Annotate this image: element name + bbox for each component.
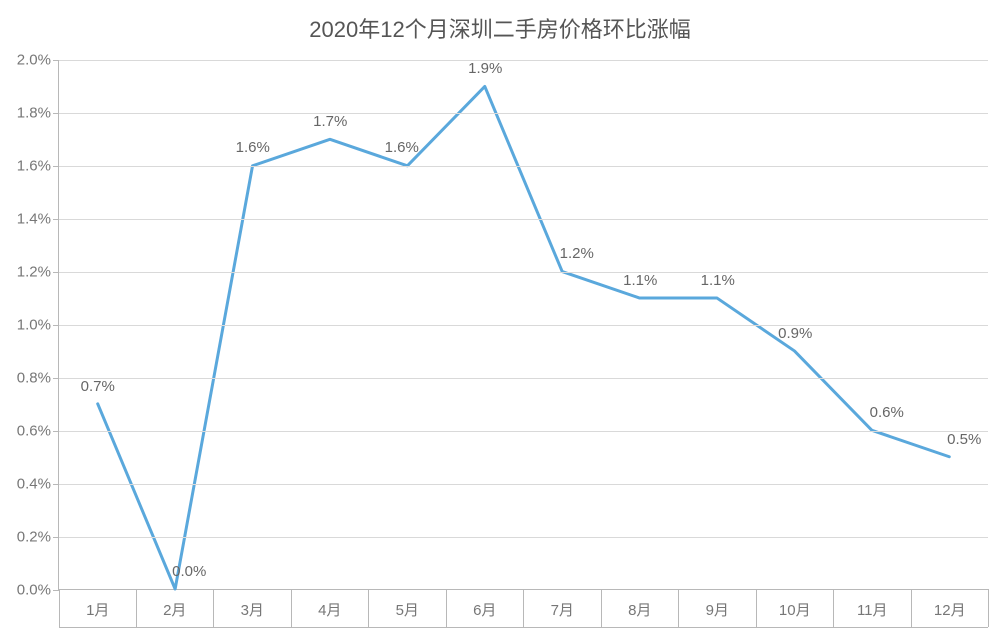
y-gridline: [59, 431, 988, 432]
x-axis-cell: 1月: [59, 589, 137, 627]
data-label: 1.2%: [560, 245, 594, 262]
data-label: 0.6%: [870, 404, 904, 421]
y-gridline: [59, 537, 988, 538]
data-label: 1.1%: [701, 272, 735, 289]
y-gridline: [59, 113, 988, 114]
x-tick-label: 5月: [369, 599, 446, 620]
x-axis-cell: 4月: [292, 589, 370, 627]
y-gridline: [59, 60, 988, 61]
x-tick-label: 4月: [292, 599, 369, 620]
y-tick-mark: [53, 272, 59, 273]
x-tick-label: 12月: [912, 599, 989, 620]
y-gridline: [59, 219, 988, 220]
y-tick-mark: [53, 431, 59, 432]
x-tick-label: 3月: [214, 599, 291, 620]
x-tick-label: 10月: [757, 599, 834, 620]
x-axis-cell: 7月: [524, 589, 602, 627]
chart-title: 2020年12个月深圳二手房价格环比涨幅: [0, 12, 1000, 44]
y-gridline: [59, 272, 988, 273]
data-label: 0.0%: [172, 563, 206, 580]
data-label: 0.5%: [947, 431, 981, 448]
y-tick-label: 1.6%: [17, 158, 51, 175]
y-tick-mark: [53, 166, 59, 167]
x-axis-cell: 9月: [679, 589, 757, 627]
x-axis-cell: 6月: [447, 589, 525, 627]
y-tick-mark: [53, 60, 59, 61]
x-axis-cell: 12月: [912, 589, 990, 627]
y-gridline: [59, 378, 988, 379]
y-tick-mark: [53, 219, 59, 220]
x-axis-cell: 3月: [214, 589, 292, 627]
y-tick-label: 0.8%: [17, 370, 51, 387]
x-axis-cell: 10月: [757, 589, 835, 627]
x-tick-label: 9月: [679, 599, 756, 620]
y-tick-mark: [53, 537, 59, 538]
x-axis-cell: 11月: [834, 589, 912, 627]
x-tick-label: 6月: [447, 599, 524, 620]
x-tick-label: 8月: [602, 599, 679, 620]
y-tick-label: 0.2%: [17, 529, 51, 546]
y-tick-label: 0.0%: [17, 582, 51, 599]
y-tick-mark: [53, 484, 59, 485]
y-tick-mark: [53, 325, 59, 326]
data-label: 1.9%: [468, 60, 502, 77]
y-tick-label: 1.2%: [17, 264, 51, 281]
x-axis-cell: 5月: [369, 589, 447, 627]
data-label: 1.7%: [313, 113, 347, 130]
x-tick-label: 11月: [834, 599, 911, 620]
y-tick-mark: [53, 113, 59, 114]
x-axis-cell: 2月: [137, 589, 215, 627]
y-gridline: [59, 484, 988, 485]
x-axis-cell: 8月: [602, 589, 680, 627]
series-line: [98, 86, 950, 589]
y-tick-mark: [53, 378, 59, 379]
y-tick-label: 2.0%: [17, 52, 51, 69]
y-tick-label: 0.6%: [17, 423, 51, 440]
x-tick-label: 2月: [137, 599, 214, 620]
data-label: 1.6%: [236, 139, 270, 156]
chart-container: 2020年12个月深圳二手房价格环比涨幅 0.0%0.2%0.4%0.6%0.8…: [0, 0, 1000, 643]
y-gridline: [59, 166, 988, 167]
data-label: 0.9%: [778, 325, 812, 342]
y-tick-label: 0.4%: [17, 476, 51, 493]
y-tick-label: 1.8%: [17, 105, 51, 122]
y-tick-label: 1.0%: [17, 317, 51, 334]
data-label: 0.7%: [81, 378, 115, 395]
plot-area: 0.0%0.2%0.4%0.6%0.8%1.0%1.2%1.4%1.6%1.8%…: [58, 60, 988, 590]
data-label: 1.6%: [385, 139, 419, 156]
data-label: 1.1%: [623, 272, 657, 289]
x-tick-label: 1月: [60, 599, 136, 620]
x-tick-label: 7月: [524, 599, 601, 620]
y-tick-label: 1.4%: [17, 211, 51, 228]
y-gridline: [59, 325, 988, 326]
x-axis-baseline: [59, 627, 988, 628]
